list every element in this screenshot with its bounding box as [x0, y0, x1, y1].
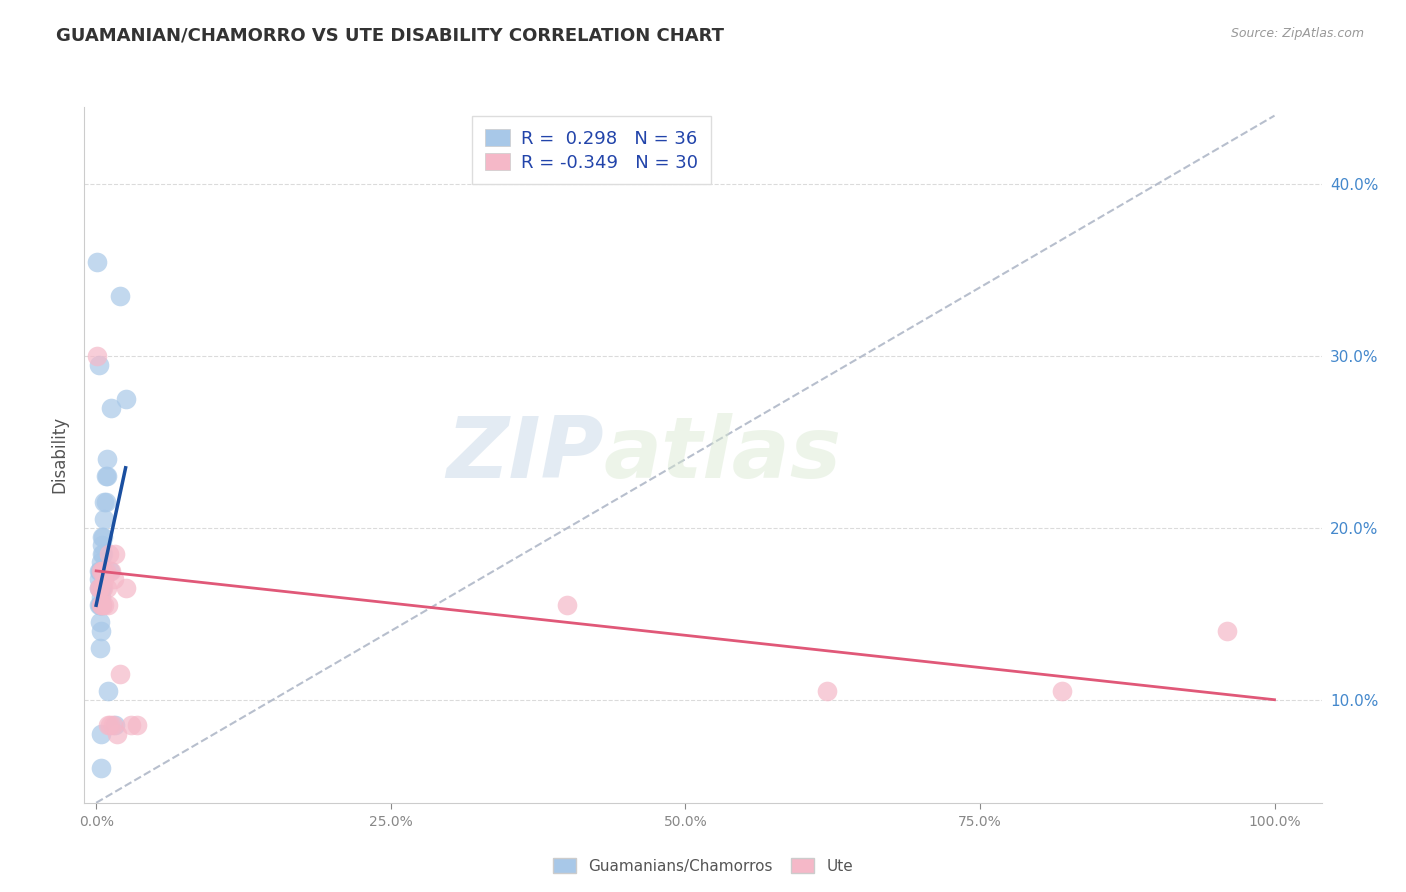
Point [98, 718, 121, 732]
Text: GUAMANIAN/CHAMORRO VS UTE DISABILITY CORRELATION CHART: GUAMANIAN/CHAMORRO VS UTE DISABILITY COR… [56, 27, 724, 45]
Point [91, 564, 114, 578]
Point [108, 667, 131, 681]
Point [90, 599, 112, 613]
Point [96, 581, 118, 595]
Point [815, 684, 838, 698]
Point [97, 599, 120, 613]
Point [87, 599, 110, 613]
Point [93, 573, 115, 587]
Point [90, 727, 112, 741]
Y-axis label: Disability: Disability [51, 417, 69, 493]
Legend: Guamanians/Chamorros, Ute: Guamanians/Chamorros, Ute [547, 852, 859, 880]
Point [91, 564, 114, 578]
Point [121, 718, 143, 732]
Point [1216, 624, 1239, 638]
Point [98, 547, 121, 561]
Point [87, 573, 110, 587]
Point [91, 564, 114, 578]
Point [91, 547, 114, 561]
Point [87, 358, 110, 372]
Point [103, 573, 125, 587]
Text: ZIP: ZIP [446, 413, 605, 497]
Point [91, 529, 114, 543]
Point [90, 590, 112, 604]
Point [94, 495, 117, 509]
Point [114, 392, 136, 406]
Point [89, 599, 111, 613]
Point [96, 469, 118, 483]
Point [91, 564, 114, 578]
Point [89, 564, 111, 578]
Point [91, 581, 114, 595]
Point [93, 599, 115, 613]
Point [89, 641, 111, 656]
Text: atlas: atlas [605, 413, 842, 497]
Point [90, 599, 112, 613]
Point [90, 564, 112, 578]
Point [89, 581, 111, 595]
Text: Source: ZipAtlas.com: Source: ZipAtlas.com [1230, 27, 1364, 40]
Legend: R =  0.298   N = 36, R = -0.349   N = 30: R = 0.298 N = 36, R = -0.349 N = 30 [472, 116, 711, 185]
Point [97, 684, 120, 698]
Point [127, 718, 149, 732]
Point [91, 529, 114, 543]
Point [87, 581, 110, 595]
Point [89, 615, 111, 630]
Point [101, 718, 124, 732]
Point [114, 581, 136, 595]
Point [91, 538, 114, 552]
Point [91, 599, 114, 613]
Point [91, 547, 114, 561]
Point [1052, 684, 1074, 698]
Point [94, 564, 117, 578]
Point [86, 254, 108, 268]
Point [97, 718, 120, 732]
Point [86, 349, 108, 363]
Point [100, 401, 122, 415]
Point [108, 289, 131, 303]
Point [94, 469, 117, 483]
Point [93, 495, 115, 509]
Point [89, 581, 111, 595]
Point [87, 581, 110, 595]
Point [100, 564, 122, 578]
Point [91, 599, 114, 613]
Point [90, 761, 112, 775]
Point [90, 581, 112, 595]
Point [104, 718, 127, 732]
Point [87, 564, 110, 578]
Point [93, 512, 115, 526]
Point [96, 452, 118, 467]
Point [91, 581, 114, 595]
Point [105, 727, 128, 741]
Point [90, 624, 112, 638]
Point [104, 547, 127, 561]
Point [557, 599, 579, 613]
Point [90, 555, 112, 569]
Point [90, 564, 112, 578]
Point [98, 564, 121, 578]
